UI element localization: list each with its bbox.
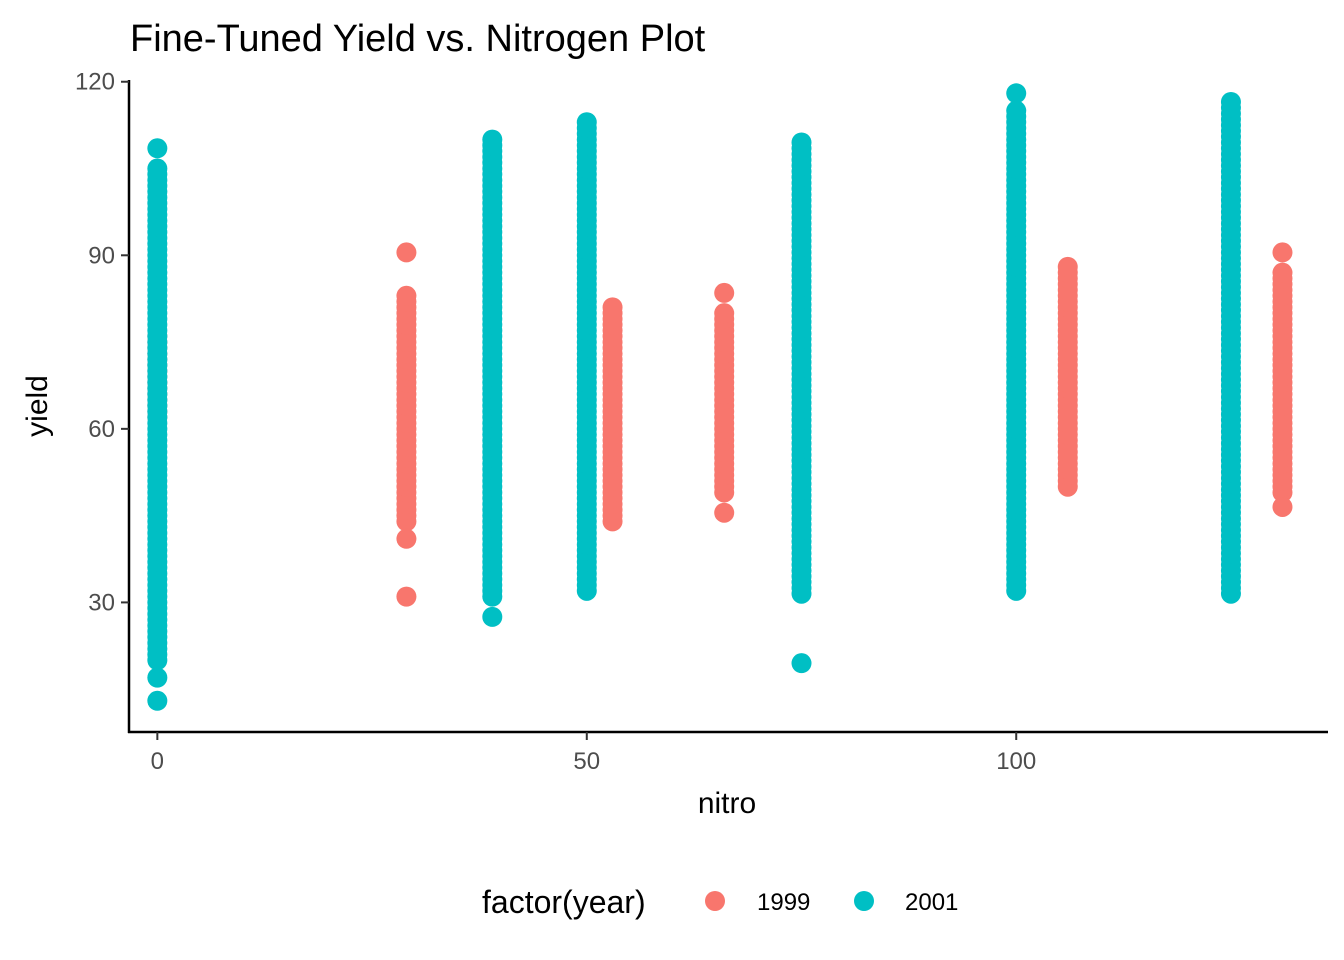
legend-label-1999: 1999 bbox=[757, 889, 810, 916]
y-axis-title: yield bbox=[21, 375, 54, 437]
data-point-1999 bbox=[396, 528, 417, 549]
y-tick-label: 30 bbox=[88, 589, 115, 616]
legend-key-2001 bbox=[854, 891, 874, 911]
data-point-2001 bbox=[147, 690, 168, 711]
data-point-1999 bbox=[714, 502, 735, 523]
y-axis-ticks: 30 60 90 120 bbox=[75, 69, 129, 616]
x-tick-label: 0 bbox=[151, 748, 164, 775]
y-tick-label: 120 bbox=[75, 69, 115, 96]
data-point-1999 bbox=[602, 297, 623, 318]
data-point-1999 bbox=[1272, 262, 1293, 283]
legend-key-1999 bbox=[705, 891, 725, 911]
y-tick-label: 60 bbox=[88, 416, 115, 443]
data-point-1999 bbox=[396, 285, 417, 306]
data-point-1999 bbox=[714, 282, 735, 303]
x-tick-label: 100 bbox=[996, 748, 1036, 775]
data-point-1999 bbox=[714, 303, 735, 324]
data-point-2001 bbox=[1220, 91, 1241, 112]
data-point-2001 bbox=[482, 606, 503, 627]
data-point-1999 bbox=[396, 586, 417, 607]
data-point-2001 bbox=[482, 129, 503, 150]
data-point-1999 bbox=[1057, 256, 1078, 277]
x-axis-ticks: 0 50 100 bbox=[151, 732, 1036, 775]
legend-title: factor(year) bbox=[482, 884, 646, 920]
y-tick-label: 90 bbox=[88, 242, 115, 269]
data-points bbox=[147, 83, 1293, 711]
legend-label-2001: 2001 bbox=[905, 889, 958, 916]
data-point-2001 bbox=[147, 158, 168, 179]
data-point-2001 bbox=[1006, 83, 1027, 104]
data-point-2001 bbox=[791, 132, 812, 153]
data-point-1999 bbox=[1272, 242, 1293, 263]
data-point-2001 bbox=[147, 667, 168, 688]
data-point-2001 bbox=[147, 138, 168, 159]
chart-title: Fine-Tuned Yield vs. Nitrogen Plot bbox=[130, 18, 706, 60]
data-point-2001 bbox=[791, 653, 812, 674]
legend: factor(year) 1999 2001 bbox=[482, 884, 958, 920]
data-point-1999 bbox=[396, 242, 417, 263]
x-axis-title: nitro bbox=[698, 787, 756, 820]
data-point-2001 bbox=[576, 112, 597, 133]
data-point-1999 bbox=[1272, 496, 1293, 517]
x-tick-label: 50 bbox=[573, 748, 600, 775]
data-point-2001 bbox=[1006, 100, 1027, 121]
